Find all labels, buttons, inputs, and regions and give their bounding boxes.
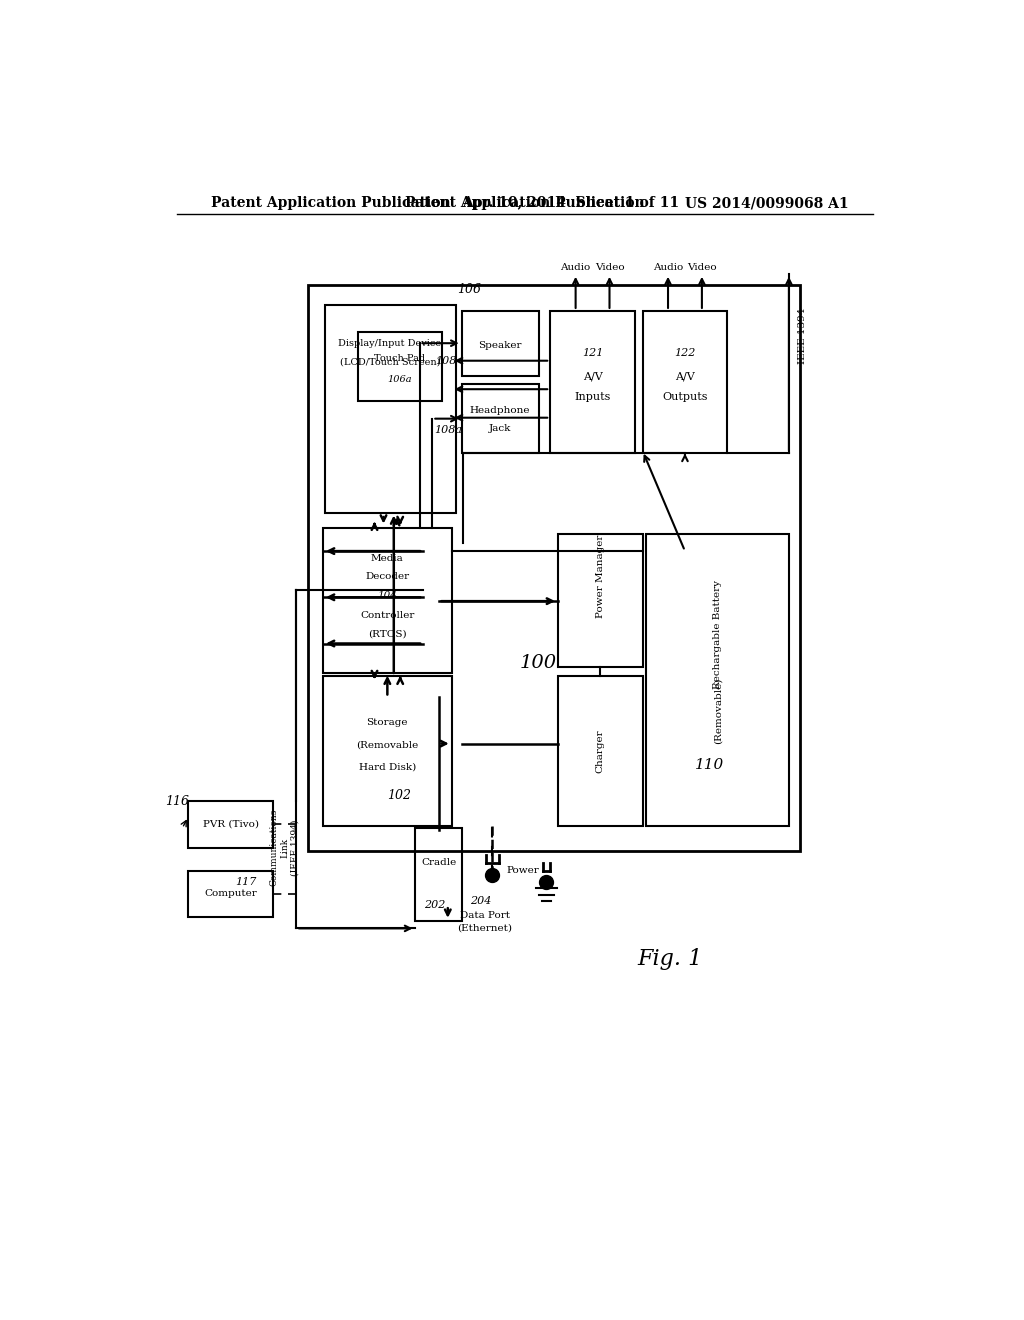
Text: Speaker: Speaker [478, 341, 522, 350]
Text: PVR (Tivo): PVR (Tivo) [203, 820, 259, 829]
Text: (LCD/Touch Screen): (LCD/Touch Screen) [340, 358, 440, 367]
Text: (Ethernet): (Ethernet) [458, 924, 512, 933]
Text: Fig. 1: Fig. 1 [637, 948, 702, 970]
Text: 110: 110 [695, 758, 725, 772]
Text: 104: 104 [378, 591, 397, 601]
Text: Data Port: Data Port [460, 911, 510, 920]
Text: Storage: Storage [367, 718, 409, 726]
Bar [307, 285, 801, 851]
Text: 122: 122 [674, 348, 695, 358]
Text: Audio: Audio [560, 263, 591, 272]
Text: 121: 121 [582, 348, 603, 358]
Bar [462, 312, 539, 376]
Text: Decoder: Decoder [366, 572, 410, 581]
Text: Video: Video [687, 263, 717, 272]
Bar [558, 676, 643, 826]
Text: Audio: Audio [653, 263, 683, 272]
Bar [646, 535, 788, 826]
Text: Communications
Link
(IEEE 1394): Communications Link (IEEE 1394) [269, 809, 299, 886]
Text: 106: 106 [458, 282, 481, 296]
Text: US 2014/0099068 A1: US 2014/0099068 A1 [685, 197, 849, 210]
Text: IEEE 1394: IEEE 1394 [799, 308, 807, 364]
Bar [188, 871, 273, 917]
Text: Rechargable Battery: Rechargable Battery [713, 579, 722, 689]
Text: Apr. 10, 2014  Sheet 1 of 11: Apr. 10, 2014 Sheet 1 of 11 [462, 197, 679, 210]
Text: (Removable: (Removable [356, 741, 419, 750]
Bar [550, 312, 635, 453]
Text: 102: 102 [387, 788, 411, 801]
Text: 108: 108 [435, 356, 457, 366]
Bar [323, 676, 452, 826]
Text: Cradle: Cradle [421, 858, 456, 867]
Text: Computer: Computer [204, 890, 257, 898]
Text: Touch Pad: Touch Pad [375, 354, 426, 363]
Text: Outputs: Outputs [663, 392, 708, 403]
Text: Inputs: Inputs [574, 392, 610, 403]
Text: 100: 100 [520, 653, 557, 672]
Text: 202: 202 [424, 900, 445, 911]
Text: 204: 204 [470, 896, 492, 907]
Text: A/V: A/V [583, 371, 602, 381]
Text: Hard Disk): Hard Disk) [358, 762, 416, 771]
Bar [643, 312, 727, 453]
Bar [357, 331, 442, 401]
Text: 108a: 108a [434, 425, 462, 436]
Bar [462, 384, 539, 453]
Text: 116: 116 [165, 795, 188, 808]
Text: Patent Application Publication: Patent Application Publication [211, 197, 451, 210]
Text: (RTOS): (RTOS) [368, 630, 407, 639]
Bar [323, 528, 452, 673]
Text: Media: Media [371, 554, 403, 564]
Text: A/V: A/V [675, 371, 695, 381]
Text: Power Manager: Power Manager [596, 535, 605, 618]
Bar [325, 305, 456, 512]
Text: Patent Application Publication: Patent Application Publication [404, 197, 645, 210]
Text: 117: 117 [236, 878, 257, 887]
Text: Video: Video [595, 263, 625, 272]
Text: Display/Input Device: Display/Input Device [339, 339, 441, 347]
Text: (Removable): (Removable) [713, 678, 722, 744]
Text: Controller: Controller [360, 611, 415, 619]
Text: Headphone: Headphone [470, 407, 530, 416]
Text: 106a: 106a [388, 375, 413, 384]
Text: Power: Power [507, 866, 540, 875]
Bar [558, 535, 643, 667]
Bar [188, 801, 273, 847]
Bar [416, 829, 462, 921]
Text: Jack: Jack [489, 424, 511, 433]
Text: Charger: Charger [596, 730, 605, 774]
